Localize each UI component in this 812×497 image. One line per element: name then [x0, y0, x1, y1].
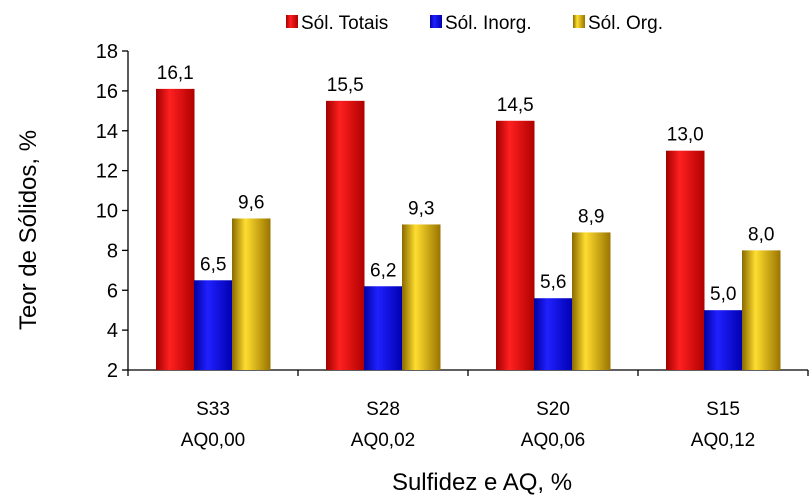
x-tick-label: S28 — [366, 399, 400, 420]
bar — [156, 88, 195, 370]
bar — [496, 120, 535, 370]
legend: Sól. Totais Sól. Inorg. Sól. Org. — [286, 13, 663, 34]
y-tick-label: 4 — [107, 320, 118, 342]
x-axis: S33 AQ0,00 S28 AQ0,02 S20 AQ0,06 S15 AQ0,12 — [127, 369, 809, 451]
y-tick-label: 10 — [96, 201, 118, 223]
legend-label: Sól. Totais — [301, 13, 388, 34]
bar — [704, 310, 743, 370]
legend-swatch — [573, 15, 585, 28]
y-axis-title: Teor de Sólidos, % — [15, 130, 42, 330]
x-tick-label-line2: AQ0,00 — [181, 430, 245, 451]
bar — [232, 218, 271, 370]
data-label: 8,0 — [748, 224, 774, 245]
y-tick-label: 18 — [96, 41, 118, 63]
data-label: 13,0 — [667, 125, 704, 146]
bar — [194, 280, 233, 370]
y-tick-label: 8 — [107, 240, 118, 262]
data-label: 8,9 — [578, 206, 604, 227]
x-tick-label: S15 — [706, 399, 740, 420]
y-tick-label: 14 — [96, 121, 118, 143]
y-tick-label: 16 — [96, 81, 118, 103]
bar — [326, 100, 365, 370]
y-axis: 2 4 6 8 10 12 14 16 18 — [96, 41, 129, 382]
y-tick-label: 6 — [107, 280, 118, 302]
bar — [402, 224, 441, 370]
bar — [534, 298, 573, 370]
data-label: 5,0 — [710, 284, 736, 305]
bar — [742, 250, 781, 370]
data-label: 9,3 — [408, 198, 434, 219]
plot-area: 16,1 6,5 9,6 15,5 6,2 9,3 14,5 5,6 8,9 13,0 5,0 8,0 — [156, 63, 781, 370]
legend-label: Sól. Org. — [588, 13, 663, 34]
x-tick-label-line2: AQ0,06 — [521, 430, 585, 451]
data-label: 5,6 — [540, 272, 566, 293]
legend-swatch — [430, 15, 442, 28]
x-tick-label: S33 — [196, 399, 230, 420]
bar — [572, 232, 611, 370]
bar — [364, 286, 403, 370]
data-label: 16,1 — [157, 63, 194, 84]
bar — [666, 150, 705, 370]
y-tick-label: 12 — [96, 161, 118, 183]
data-label: 15,5 — [327, 75, 364, 96]
legend-label: Sól. Inorg. — [445, 13, 532, 34]
x-tick-label-line2: AQ0,12 — [691, 430, 755, 451]
y-tick-label: 2 — [107, 360, 118, 382]
data-label: 14,5 — [497, 95, 534, 116]
legend-swatch — [286, 15, 298, 28]
x-tick-label-line2: AQ0,02 — [351, 430, 415, 451]
data-label: 9,6 — [238, 192, 264, 213]
data-label: 6,2 — [370, 260, 396, 281]
x-axis-title: Sulfidez e AQ, % — [392, 469, 572, 496]
data-label: 6,5 — [200, 254, 226, 275]
x-tick-label: S20 — [536, 399, 570, 420]
